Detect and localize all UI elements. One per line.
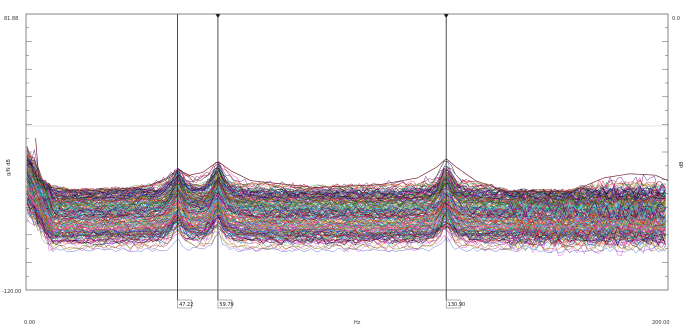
right-axis-top-label: 0.0: [672, 16, 680, 22]
envelope-curve: [35, 138, 669, 192]
y-axis-min-label: -120.00: [2, 289, 21, 295]
frf-curve: [26, 172, 666, 215]
x-axis-min-label: 0.00: [24, 320, 35, 326]
frf-curve: [26, 167, 666, 212]
frf-curve: [26, 193, 666, 236]
frf-curve: [26, 159, 666, 203]
x-axis-title: Hz: [354, 320, 361, 326]
x-axis-max-label: 200.00: [652, 320, 670, 326]
frf-curve: [26, 212, 666, 252]
frf-curve: [26, 188, 666, 232]
frf-curve: [26, 198, 666, 250]
frf-curve: [26, 199, 666, 243]
right-axis-title: dB: [679, 161, 685, 168]
frf-curve: [26, 198, 666, 244]
frf-curve: [26, 191, 666, 235]
frf-curve: [26, 165, 666, 207]
cursor-label-box: [177, 299, 192, 309]
frf-curve: [26, 171, 666, 220]
right-axis-ticks: [662, 27, 668, 277]
frf-curve: [26, 203, 666, 244]
cursor-label-box: [217, 299, 233, 309]
cursor-marker[interactable]: [215, 14, 221, 18]
frf-curve: [26, 168, 666, 210]
left-axis-ticks: [26, 27, 32, 277]
cursor-label: 59.79: [219, 302, 233, 308]
frf-curve: [26, 204, 666, 247]
frf-curve: [26, 185, 666, 232]
frf-curve: [26, 218, 666, 256]
cursor-label-box: [445, 299, 461, 309]
cursor-group[interactable]: 47.22 59.79 130.90: [177, 14, 466, 309]
envelope-group: [35, 138, 669, 192]
frf-curve: [26, 214, 666, 254]
frf-curve: [26, 179, 666, 222]
frf-curve: [26, 167, 666, 210]
cursor-label: 47.22: [179, 302, 193, 308]
cursor-label: 130.90: [448, 302, 466, 308]
frf-curve: [26, 176, 666, 222]
frf-curve: [26, 191, 666, 232]
y-axis-title: g/N dB: [6, 159, 12, 176]
frf-curve: [26, 210, 666, 249]
y-axis-max-label: 81.88: [4, 16, 18, 22]
frf-curve: [26, 189, 666, 236]
frf-curve: [26, 204, 666, 248]
frf-curve: [26, 173, 666, 214]
cursor-marker[interactable]: [443, 14, 449, 18]
frf-curve: [26, 162, 666, 201]
